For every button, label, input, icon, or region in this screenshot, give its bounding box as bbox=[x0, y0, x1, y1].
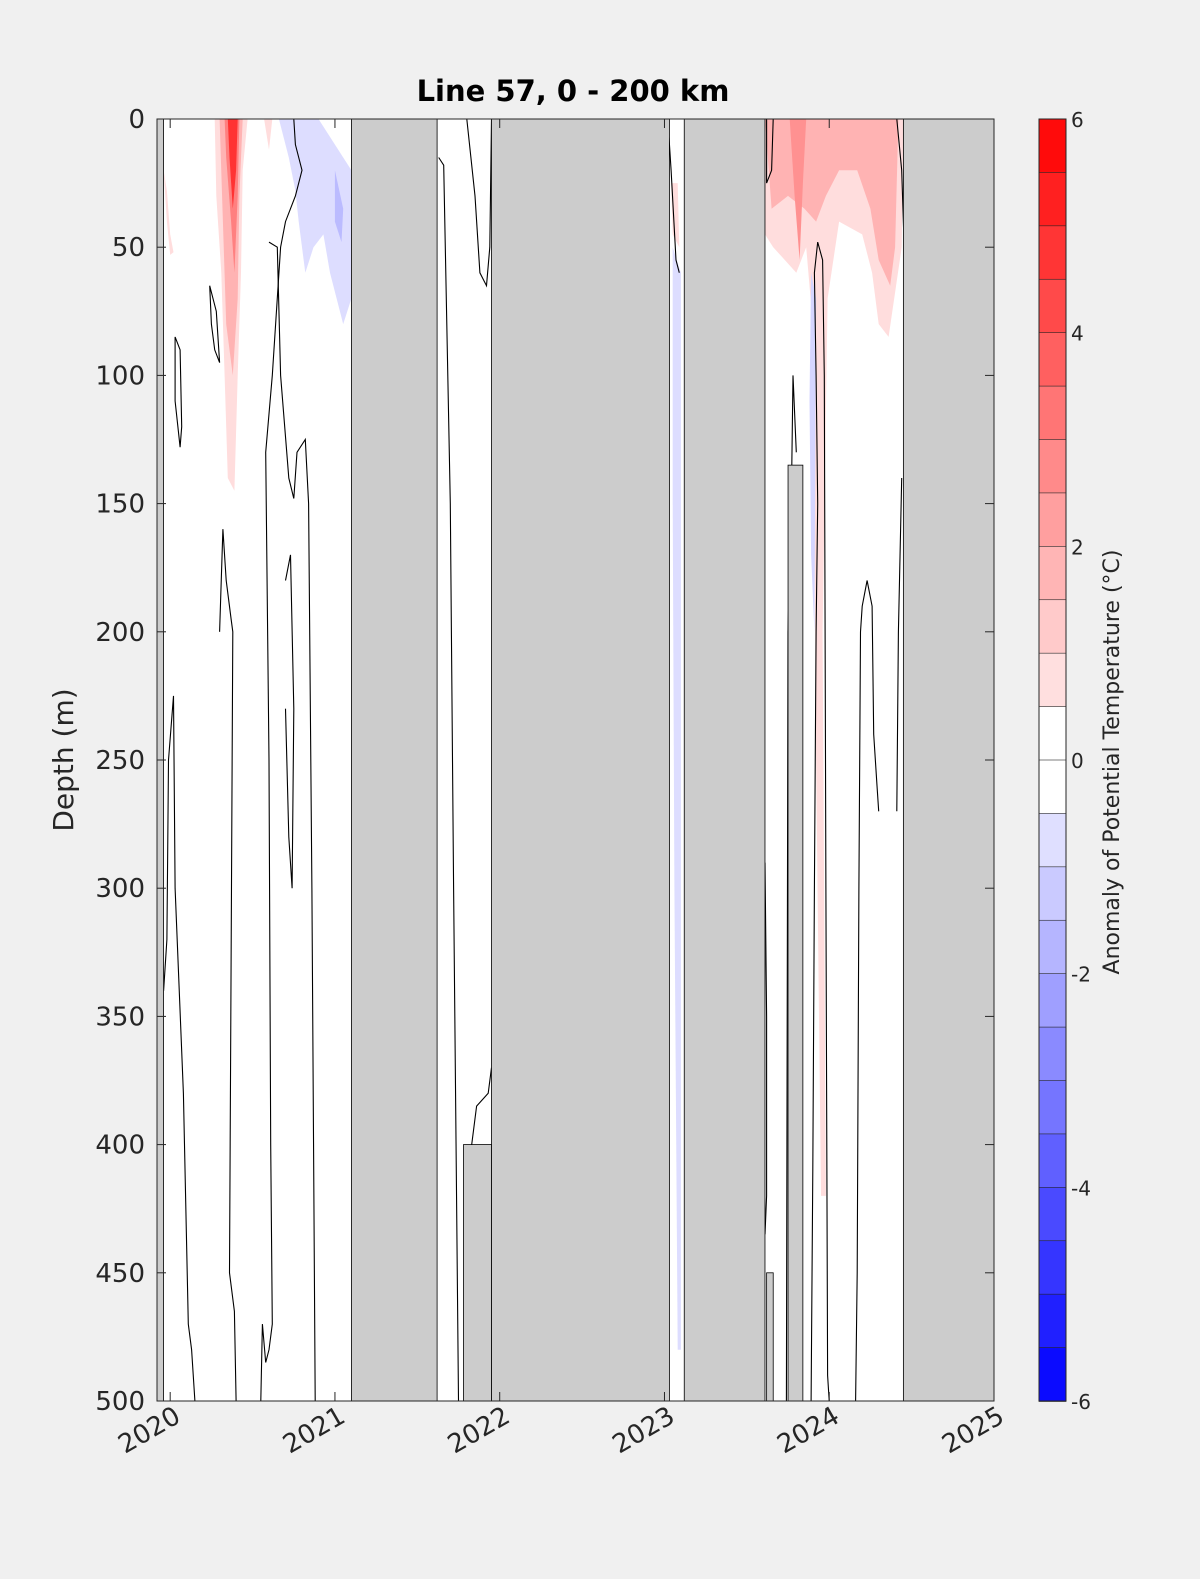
colorbar-tick-label: -4 bbox=[1071, 1176, 1091, 1200]
colorbar-segment bbox=[1038, 813, 1067, 868]
anomaly-region-7 bbox=[334, 170, 344, 243]
x-tick-label: 2025 bbox=[937, 1401, 1009, 1460]
anomaly-region-9 bbox=[672, 247, 681, 1350]
colorbar-segment bbox=[1038, 1080, 1067, 1135]
y-tick-label: 150 bbox=[95, 490, 145, 520]
zero-contour-15 bbox=[855, 580, 880, 1402]
colorbar-segment bbox=[1038, 1026, 1067, 1082]
zero-contour-7 bbox=[438, 157, 460, 1402]
anomaly-region-4 bbox=[227, 119, 238, 209]
colorbar-tick-label: -6 bbox=[1071, 1390, 1091, 1414]
colorbar-segment bbox=[1038, 599, 1067, 654]
colorbar-segment bbox=[1038, 439, 1067, 494]
no-data-block-4 bbox=[463, 1144, 492, 1402]
y-tick-label: 300 bbox=[95, 874, 145, 904]
colorbar-segment bbox=[1038, 652, 1067, 708]
colorbar-segment bbox=[1038, 118, 1067, 174]
anomaly-region-13 bbox=[809, 272, 817, 632]
zero-contour-0 bbox=[163, 695, 196, 1402]
zero-contour-2 bbox=[209, 285, 221, 363]
zero-contour-3 bbox=[219, 529, 237, 1402]
colorbar-tick-label: -2 bbox=[1071, 963, 1091, 987]
colorbar-frame bbox=[1038, 118, 1067, 1402]
y-tick-label: 350 bbox=[95, 1002, 145, 1032]
colorbar-segment bbox=[1038, 1347, 1067, 1402]
zero-contour-12 bbox=[764, 862, 768, 1235]
colorbar-tick-label: 0 bbox=[1071, 749, 1084, 773]
colorbar-segment bbox=[1038, 706, 1067, 761]
no-data-block-3 bbox=[902, 118, 995, 1402]
y-axis-label: Depth (m) bbox=[47, 688, 80, 831]
zero-contour-6 bbox=[284, 554, 295, 889]
colorbar-segment bbox=[1038, 332, 1067, 387]
zero-contour-5 bbox=[268, 241, 316, 1402]
colorbar-segment bbox=[1038, 866, 1067, 922]
colorbar-segment bbox=[1038, 225, 1067, 281]
colorbar-label: Anomaly of Potential Temperature (°C) bbox=[1100, 550, 1125, 975]
colorbar: 6 4 2 0 -2 -4 -6 bbox=[1038, 108, 1091, 1414]
x-tick-label: 2023 bbox=[608, 1401, 680, 1460]
anomaly-region-12 bbox=[789, 119, 807, 260]
zero-contour-11 bbox=[766, 118, 774, 184]
x-tick-label: 2021 bbox=[278, 1401, 350, 1460]
colorbar-segment bbox=[1038, 973, 1067, 1028]
zero-contour-14 bbox=[810, 241, 830, 1402]
colorbar-segment bbox=[1038, 919, 1067, 975]
colorbar-segment bbox=[1038, 546, 1067, 601]
colorbar-segment bbox=[1038, 278, 1067, 334]
colorbar-segment bbox=[1038, 1133, 1067, 1189]
zero-contour-1 bbox=[174, 336, 183, 448]
colorbar-segment bbox=[1038, 1240, 1067, 1295]
no-data-block-5 bbox=[766, 1272, 774, 1402]
y-tick-label: 400 bbox=[95, 1131, 145, 1161]
no-data-block-2 bbox=[683, 118, 766, 1402]
colorbar-segment bbox=[1038, 172, 1067, 227]
colorbar-segment bbox=[1038, 1293, 1067, 1349]
anomaly-region-0 bbox=[163, 170, 174, 255]
chart-title: Line 57, 0 - 200 km bbox=[417, 74, 730, 108]
no-data-block-0 bbox=[351, 118, 438, 1402]
no-data-block-1 bbox=[491, 118, 670, 1402]
y-tick-label: 250 bbox=[95, 746, 145, 776]
colorbar-segment bbox=[1038, 385, 1067, 441]
zero-contour-17 bbox=[896, 477, 903, 812]
colorbar-segment bbox=[1038, 492, 1067, 548]
colorbar-segment bbox=[1038, 1187, 1067, 1242]
colorbar-tick-label: 6 bbox=[1071, 108, 1084, 132]
colorbar-segment bbox=[1038, 759, 1067, 815]
zero-contour-4 bbox=[260, 118, 303, 1402]
y-tick-label: 200 bbox=[95, 618, 145, 648]
anomaly-region-5 bbox=[264, 119, 273, 150]
y-tick-label: 500 bbox=[95, 1387, 145, 1417]
x-tick-label: 2022 bbox=[443, 1401, 515, 1460]
colorbar-tick-label: 2 bbox=[1071, 535, 1084, 559]
y-tick-label: 50 bbox=[112, 233, 145, 263]
y-tick-label: 450 bbox=[95, 1259, 145, 1289]
x-tick-label: 2024 bbox=[772, 1401, 844, 1460]
colorbar-tick-label: 4 bbox=[1071, 322, 1084, 346]
anomaly-region-6 bbox=[278, 119, 352, 325]
zero-contour-8 bbox=[466, 118, 493, 288]
no-data-block-6 bbox=[787, 464, 804, 1402]
y-tick-label: 100 bbox=[95, 361, 145, 391]
y-tick-label: 0 bbox=[128, 105, 145, 135]
